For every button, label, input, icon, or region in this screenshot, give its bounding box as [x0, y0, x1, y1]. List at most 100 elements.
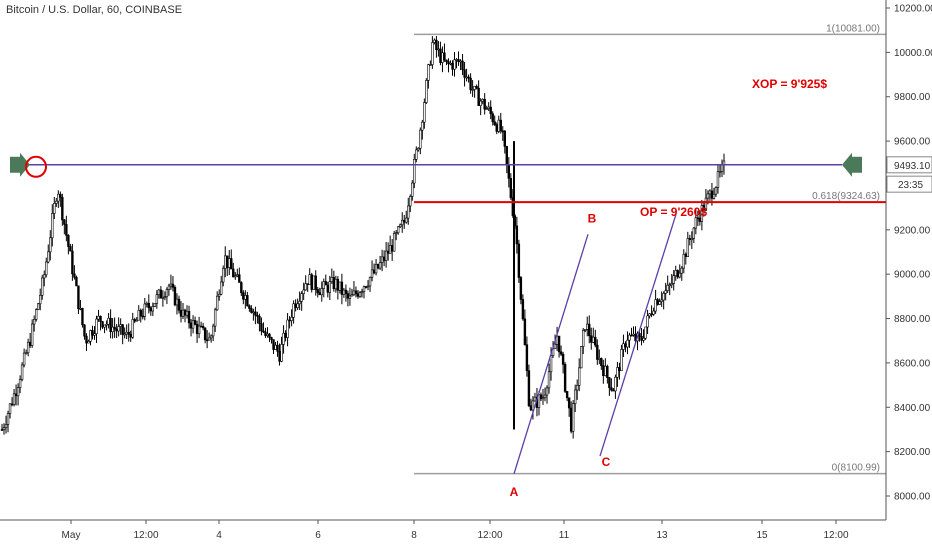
candle-body — [264, 331, 267, 336]
candle-body — [326, 284, 330, 293]
candle-body — [368, 276, 372, 287]
candle-body — [561, 353, 565, 365]
candle-body — [491, 113, 494, 123]
candle-body — [169, 283, 173, 287]
candle-body — [674, 270, 677, 276]
candle-body — [256, 315, 259, 317]
candle-body — [670, 283, 673, 286]
candle-body — [437, 48, 440, 51]
candle-body — [577, 367, 581, 386]
candle-body — [107, 317, 110, 325]
candle-body — [340, 281, 344, 295]
candle-body — [415, 149, 418, 160]
candle-body — [378, 262, 382, 269]
candle-body — [165, 289, 169, 298]
y-tick-label: 9000.00 — [894, 270, 931, 281]
y-tick-label: 8200.00 — [894, 447, 931, 458]
candle-body — [499, 119, 502, 132]
y-axis: 10200.0010000.009800.009600.009400.00920… — [885, 0, 932, 520]
candle-body — [708, 190, 712, 195]
candle-body — [39, 295, 42, 305]
candle-body — [163, 296, 167, 299]
candle-body — [573, 389, 577, 404]
candle-body — [497, 119, 500, 132]
candle-body — [330, 277, 334, 282]
candle-body — [473, 85, 476, 90]
candle-body — [376, 263, 380, 269]
candle-body — [89, 330, 92, 342]
x-tick-label: 12:00 — [133, 530, 158, 541]
candle-body — [411, 182, 414, 197]
candle-body — [439, 48, 442, 63]
candle-body — [405, 217, 408, 223]
candle-body — [569, 407, 573, 432]
candle-body — [139, 310, 142, 317]
candle-body — [427, 64, 430, 81]
candle-body — [250, 308, 253, 313]
y-tick-label: 8000.00 — [894, 492, 931, 503]
candle-body — [26, 341, 30, 354]
candle-body — [370, 269, 374, 278]
candle-body — [592, 336, 595, 343]
candle-body — [475, 85, 478, 89]
candle-body — [545, 387, 549, 396]
candle-body — [322, 281, 325, 289]
candle-body — [246, 295, 249, 307]
candle-body — [521, 299, 525, 320]
candle-body — [348, 295, 352, 299]
arrow-left-icon — [842, 152, 862, 177]
candle-body — [706, 193, 710, 199]
y-tick-label: 8800.00 — [894, 314, 931, 325]
candle-body — [596, 344, 599, 360]
candle-body — [81, 308, 84, 326]
candle-body — [334, 278, 338, 290]
candle-body — [443, 52, 446, 61]
candle-body — [314, 275, 317, 290]
candle-body — [270, 337, 273, 340]
candle-body — [45, 261, 48, 276]
candle-body — [242, 292, 245, 300]
candle-body — [354, 290, 358, 294]
candle-body — [93, 333, 96, 336]
candle-body — [207, 337, 211, 341]
pattern-label-b: B — [588, 211, 597, 225]
candle-body — [226, 255, 229, 268]
candle-body — [151, 306, 155, 312]
candle-body — [584, 329, 587, 331]
candle-body — [718, 171, 722, 173]
candle-body — [656, 299, 659, 305]
candle-body — [618, 367, 621, 372]
candle-body — [648, 313, 651, 317]
candle-body — [161, 297, 165, 299]
candle-body — [392, 233, 396, 252]
y-tick-label: 9200.00 — [894, 225, 931, 236]
y-tick-label: 8400.00 — [894, 403, 931, 414]
candle-body — [209, 335, 213, 339]
candle-body — [258, 315, 261, 324]
x-tick-label: 8 — [411, 530, 417, 541]
candle-body — [24, 352, 28, 355]
candle-body — [342, 289, 346, 295]
fib-label-0: 0(8100.99) — [832, 463, 880, 474]
candle-body — [18, 379, 22, 388]
candle-body — [41, 277, 44, 296]
candle-body — [594, 336, 597, 346]
candle-body — [95, 318, 98, 334]
candle-body — [284, 332, 287, 338]
candle-body — [501, 130, 504, 133]
candle-body — [199, 325, 203, 328]
candle-body — [423, 102, 426, 123]
candle-body — [366, 285, 370, 288]
candle-body — [712, 193, 716, 199]
candle-body — [236, 274, 239, 277]
x-tick-label: 4 — [216, 530, 222, 541]
candle-body — [262, 330, 265, 333]
candle-body — [630, 334, 633, 337]
candle-body — [590, 335, 593, 343]
candle-body — [316, 289, 319, 294]
candle-body — [320, 288, 323, 296]
candle-body — [157, 289, 161, 295]
candle-body — [720, 164, 724, 172]
candle-body — [461, 60, 464, 71]
